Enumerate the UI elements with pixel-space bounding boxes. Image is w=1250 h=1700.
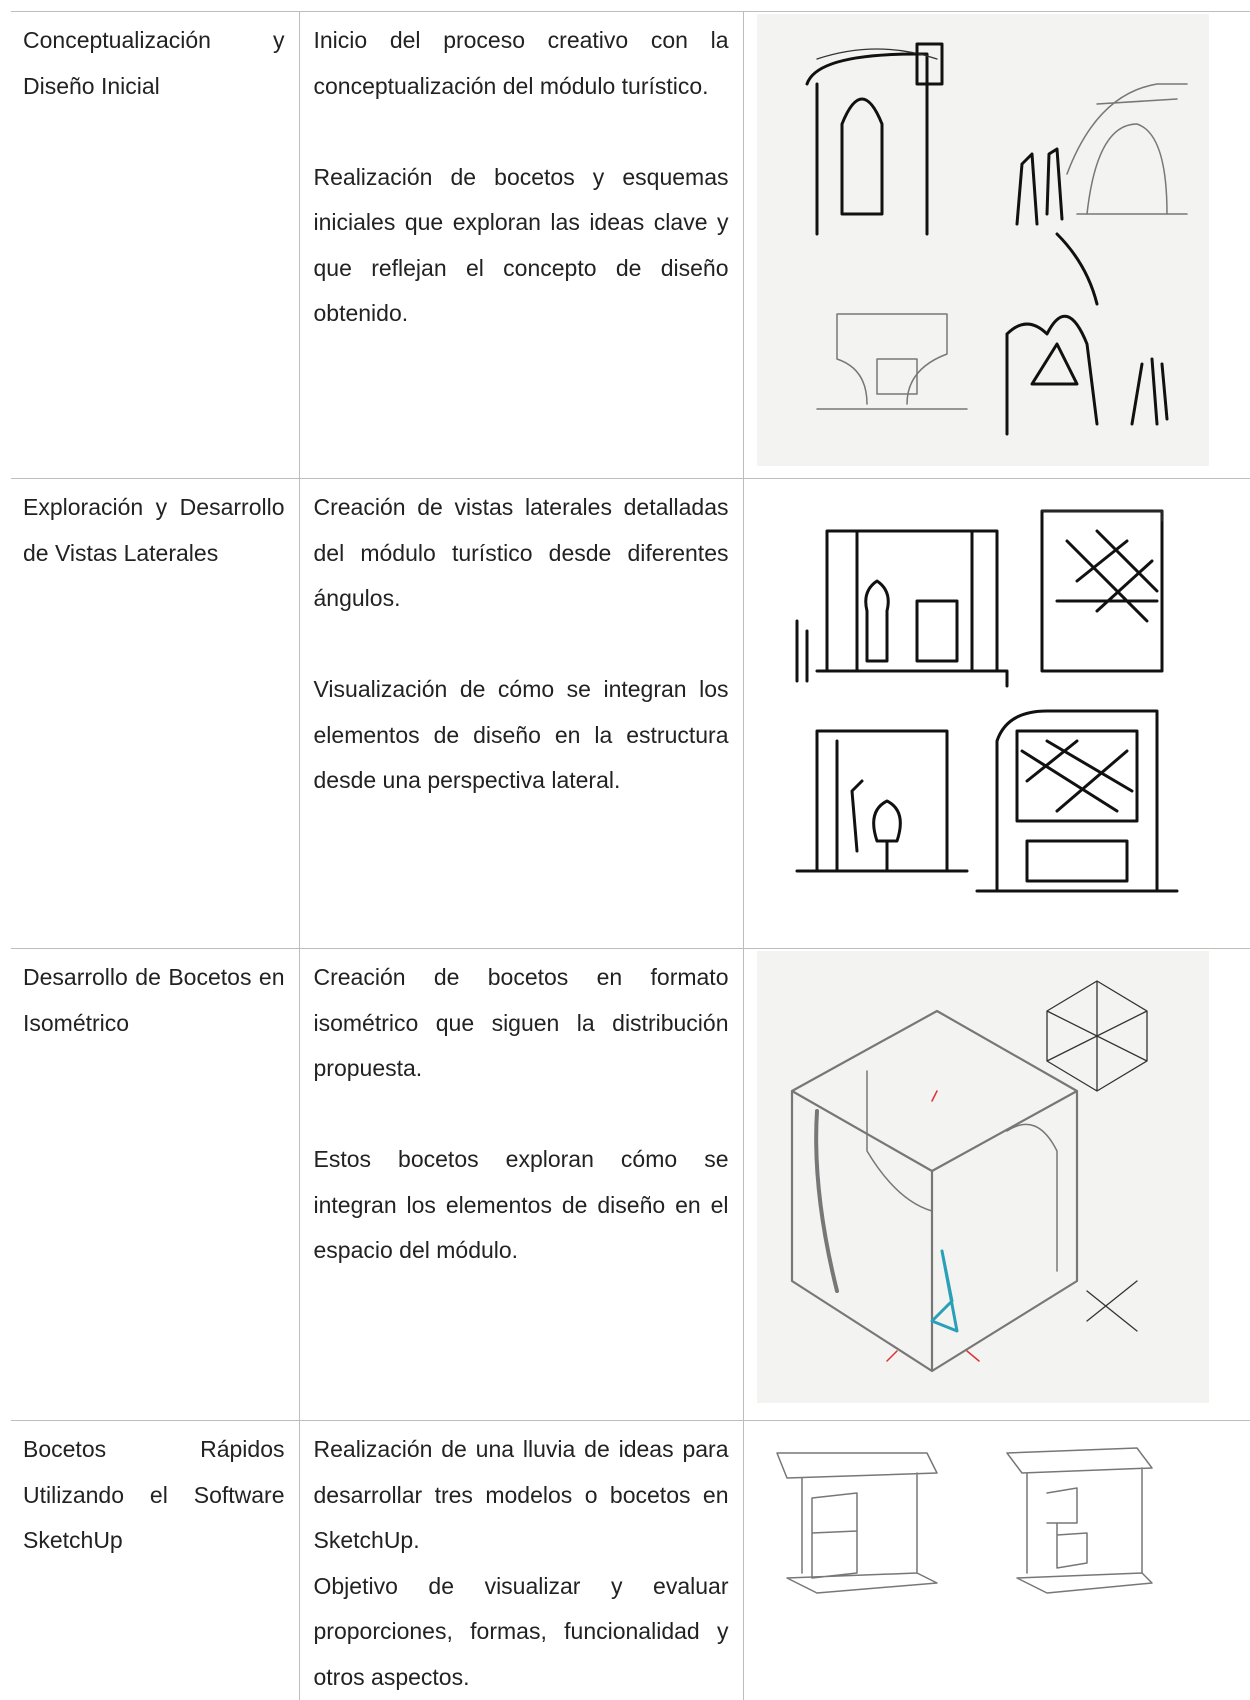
description: Inicio del proceso creativo con la conce… [314, 18, 729, 109]
stage-name: Desarrollo de Bocetos en Isométrico [23, 955, 285, 1046]
table-row: Desarrollo de Bocetos en Isométrico Crea… [11, 949, 1250, 1421]
description: Visualización de cómo se integran los el… [314, 667, 729, 804]
table-row: Exploración y Desarrollo de Vistas Later… [11, 479, 1250, 949]
stage-name: Conceptualización y Diseño Inicial [23, 18, 285, 109]
description: Objetivo de visualizar y evaluar proporc… [314, 1564, 729, 1700]
sketch-image [757, 951, 1209, 1403]
stage-name: Bocetos Rápidos Utilizando el Software S… [23, 1427, 285, 1564]
description: Realización de una lluvia de ideas para … [314, 1427, 729, 1564]
description: Creación de bocetos en formato isométric… [314, 955, 729, 1092]
description: Creación de vistas laterales detalladas … [314, 485, 729, 622]
description: Estos bocetos exploran cómo se integran … [314, 1137, 729, 1274]
table-row: Conceptualización y Diseño Inicial Inici… [11, 12, 1250, 479]
sketch-image [757, 14, 1209, 466]
description: Realización de bocetos y esquemas inicia… [314, 155, 729, 337]
process-table: Conceptualización y Diseño Inicial Inici… [11, 11, 1250, 1700]
sketch-image [757, 481, 1209, 933]
stage-name: Exploración y Desarrollo de Vistas Later… [23, 485, 285, 576]
table-row: Bocetos Rápidos Utilizando el Software S… [11, 1421, 1250, 1700]
sketch-image [757, 1423, 1209, 1623]
